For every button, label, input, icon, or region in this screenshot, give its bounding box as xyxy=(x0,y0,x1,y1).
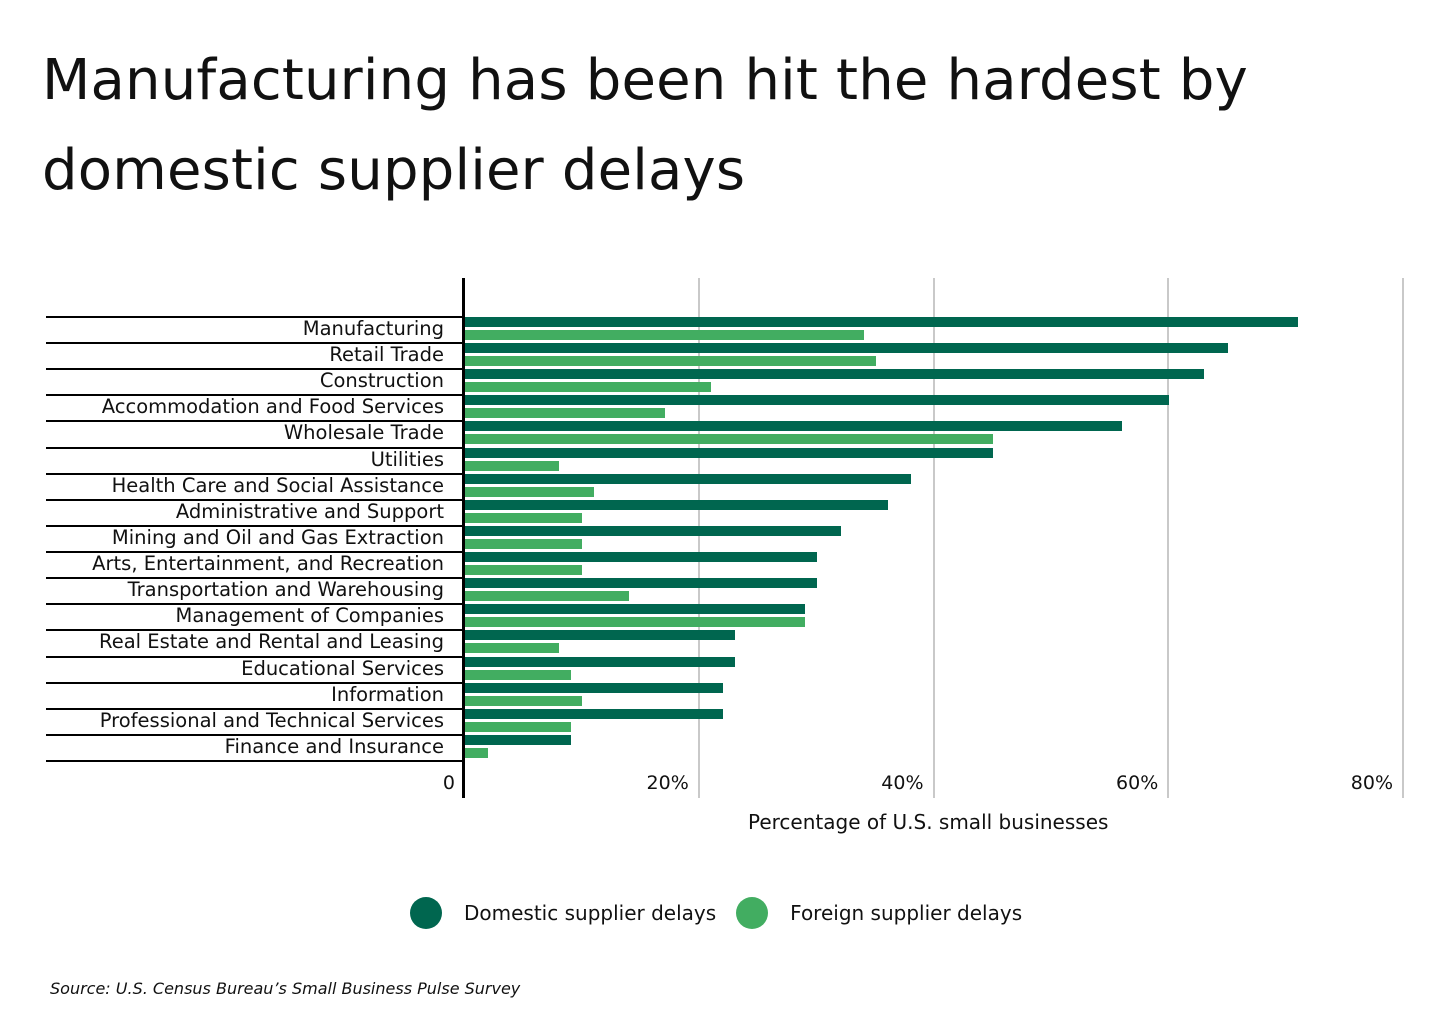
row-separator xyxy=(46,682,462,684)
row-separator xyxy=(46,760,462,762)
bar-domestic xyxy=(465,735,571,745)
bar-domestic xyxy=(465,526,841,536)
row-separator xyxy=(46,368,462,370)
bar-foreign xyxy=(465,722,571,732)
x-tick-label: 80% xyxy=(1350,772,1393,794)
row-separator xyxy=(46,603,462,605)
legend-item-foreign: Foreign supplier delays xyxy=(736,897,1022,929)
legend: Domestic supplier delays Foreign supplie… xyxy=(410,896,1042,930)
row-separator xyxy=(46,447,462,449)
bar-foreign xyxy=(465,408,665,418)
category-label: Health Care and Social Assistance xyxy=(111,474,444,497)
category-label: Utilities xyxy=(370,448,444,471)
x-tick-label: 20% xyxy=(646,772,689,794)
bar-foreign xyxy=(465,670,571,680)
category-label: Administrative and Support xyxy=(175,500,444,523)
row-separator xyxy=(46,656,462,658)
bar-domestic xyxy=(465,552,817,562)
bar-domestic xyxy=(465,630,735,640)
gridline xyxy=(932,278,935,798)
category-label: Construction xyxy=(319,369,444,392)
bar-domestic xyxy=(465,369,1204,379)
x-tick-label: 60% xyxy=(1116,772,1159,794)
row-separator xyxy=(46,473,462,475)
row-separator xyxy=(46,551,462,553)
category-label: Arts, Entertainment, and Recreation xyxy=(92,552,444,575)
bar-foreign xyxy=(465,539,582,549)
gridline xyxy=(697,278,700,798)
bar-domestic xyxy=(465,448,993,458)
row-separator xyxy=(46,577,462,579)
gridline xyxy=(1167,278,1170,798)
bar-domestic xyxy=(465,683,723,693)
legend-swatch-foreign-icon xyxy=(736,897,769,929)
category-label: Information xyxy=(331,683,444,706)
bar-domestic xyxy=(465,500,888,510)
bar-foreign xyxy=(465,643,559,653)
x-tick-label: 0 xyxy=(442,772,455,794)
bar-domestic xyxy=(465,604,805,614)
x-tick-label: 40% xyxy=(881,772,924,794)
bar-foreign xyxy=(465,748,488,758)
bar-domestic xyxy=(465,709,723,719)
row-separator xyxy=(46,394,462,396)
category-label: Management of Companies xyxy=(175,604,444,627)
bar-foreign xyxy=(465,434,993,444)
category-label: Real Estate and Rental and Leasing xyxy=(99,630,444,653)
category-label: Wholesale Trade xyxy=(283,421,444,444)
bar-domestic xyxy=(465,578,817,588)
row-separator xyxy=(46,342,462,344)
row-separator xyxy=(46,629,462,631)
row-separator xyxy=(46,499,462,501)
legend-swatch-domestic-icon xyxy=(410,897,442,929)
bar-foreign xyxy=(465,330,864,340)
chart-title: Manufacturing has been hit the hardest b… xyxy=(42,48,1249,203)
bar-foreign xyxy=(465,356,876,366)
category-label: Professional and Technical Services xyxy=(99,709,444,732)
bar-foreign xyxy=(465,565,582,575)
category-label: Retail Trade xyxy=(329,343,444,366)
category-label: Transportation and Warehousing xyxy=(127,578,444,601)
legend-label-foreign: Foreign supplier delays xyxy=(790,901,1023,925)
bar-domestic xyxy=(465,474,911,484)
category-label: Mining and Oil and Gas Extraction xyxy=(111,526,444,549)
bar-foreign xyxy=(465,617,805,627)
bar-domestic xyxy=(465,317,1298,327)
bar-domestic xyxy=(465,343,1228,353)
bar-foreign xyxy=(465,591,629,601)
row-separator xyxy=(46,734,462,736)
source-note: Source: U.S. Census Bureau’s Small Busin… xyxy=(50,979,521,998)
row-separator xyxy=(46,420,462,422)
row-separator xyxy=(46,316,462,318)
y-axis-line xyxy=(462,278,465,798)
x-axis-label: Percentage of U.S. small businesses xyxy=(748,810,1109,834)
legend-label-domestic: Domestic supplier delays xyxy=(464,901,717,925)
bar-foreign xyxy=(465,696,582,706)
bar-domestic xyxy=(465,657,735,667)
bar-foreign xyxy=(465,461,559,471)
bar-foreign xyxy=(465,513,582,523)
legend-item-domestic: Domestic supplier delays xyxy=(410,897,716,929)
category-label: Finance and Insurance xyxy=(224,735,444,758)
bar-foreign xyxy=(465,382,711,392)
category-label: Manufacturing xyxy=(302,317,444,340)
category-label: Accommodation and Food Services xyxy=(101,395,444,418)
bar-foreign xyxy=(465,487,594,497)
bar-domestic xyxy=(465,395,1169,405)
row-separator xyxy=(46,525,462,527)
bar-domestic xyxy=(465,421,1122,431)
category-label: Educational Services xyxy=(241,657,444,680)
gridline xyxy=(1402,278,1404,798)
row-separator xyxy=(46,708,462,710)
